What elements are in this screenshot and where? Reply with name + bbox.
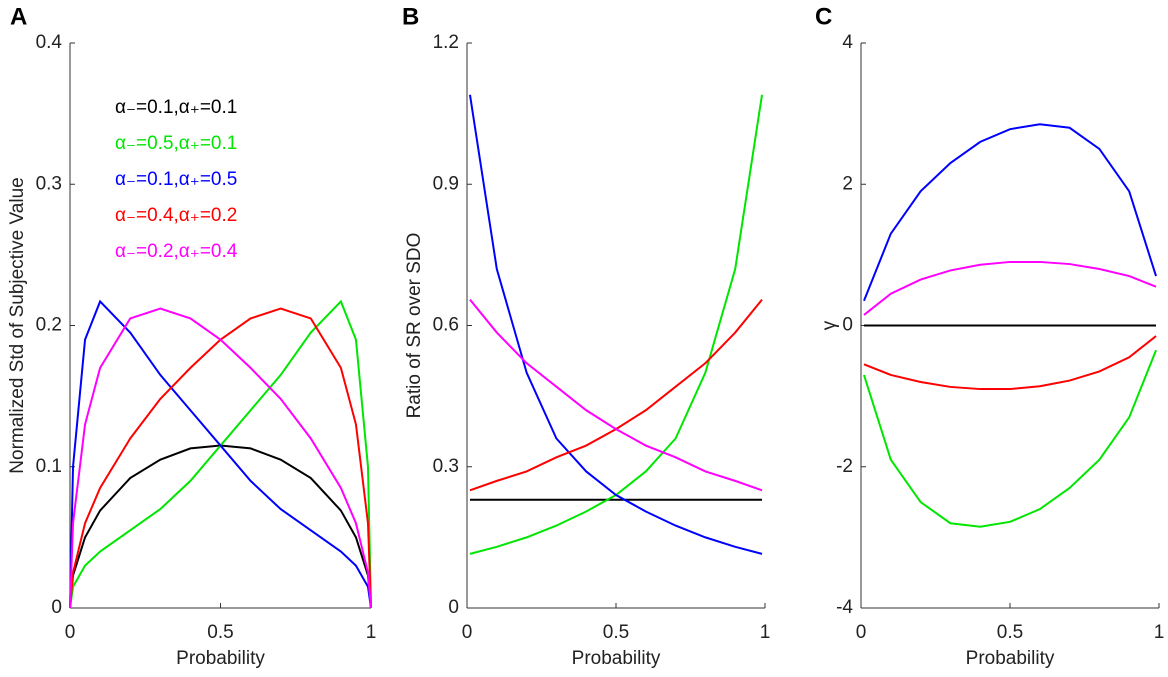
x-axis-label: Probability — [572, 648, 661, 669]
y-tick-label: 0 — [842, 315, 853, 336]
x-tick-label: 0.5 — [603, 622, 629, 643]
y-tick-label: 0 — [448, 597, 459, 618]
series-line — [863, 349, 1157, 528]
y-axis-label: Ratio of SR over SDO — [404, 233, 425, 419]
y-tick-label: 0 — [51, 597, 62, 618]
series-line — [69, 444, 372, 609]
series-line — [468, 94, 763, 555]
x-tick-label: 1 — [760, 622, 771, 643]
y-tick-label: 0.9 — [433, 173, 459, 194]
series-line — [69, 299, 372, 609]
y-tick-label: 0.3 — [36, 173, 62, 194]
panel-label: A — [10, 3, 27, 30]
panel-label: C — [815, 3, 832, 30]
series-line — [69, 299, 372, 609]
legend-entry: α₋=0.2,α₊=0.4 — [115, 241, 238, 262]
x-tick-label: 0.5 — [997, 622, 1023, 643]
x-tick-label: 0.5 — [207, 622, 233, 643]
y-axis-label: γ — [819, 320, 840, 330]
y-axis-label: Normalized Std of Subjective Value — [7, 177, 28, 473]
legend-entry: α₋=0.1,α₊=0.1 — [115, 97, 237, 118]
series-line — [469, 94, 764, 555]
series-line — [863, 123, 1157, 302]
x-axis-label: Probability — [966, 648, 1055, 669]
y-tick-label: 2 — [842, 173, 853, 194]
x-axis-label: Probability — [176, 648, 265, 669]
x-tick-label: 0 — [462, 622, 473, 643]
y-tick-label: 0.3 — [433, 456, 459, 477]
legend-entry: α₋=0.1,α₊=0.5 — [115, 169, 237, 190]
x-tick-label: 0 — [65, 622, 76, 643]
y-tick-label: 1.2 — [433, 32, 459, 53]
series-line — [469, 298, 763, 492]
x-tick-label: 1 — [1154, 622, 1165, 643]
legend-entry: α₋=0.5,α₊=0.1 — [115, 133, 237, 154]
x-tick-label: 0 — [856, 622, 867, 643]
y-tick-label: 4 — [842, 32, 853, 53]
series-line — [863, 335, 1157, 391]
y-tick-label: -4 — [836, 597, 853, 618]
series-line — [863, 260, 1157, 316]
y-tick-label: 0.6 — [433, 315, 459, 336]
legend-entry: α₋=0.4,α₊=0.2 — [115, 205, 237, 226]
y-tick-label: 0.4 — [36, 32, 63, 53]
series-line — [69, 307, 372, 609]
y-tick-label: -2 — [836, 456, 853, 477]
y-tick-label: 0.1 — [36, 456, 62, 477]
x-tick-label: 1 — [366, 622, 377, 643]
panel-label: B — [402, 3, 419, 30]
series-line — [69, 307, 372, 609]
y-tick-label: 0.2 — [36, 315, 62, 336]
